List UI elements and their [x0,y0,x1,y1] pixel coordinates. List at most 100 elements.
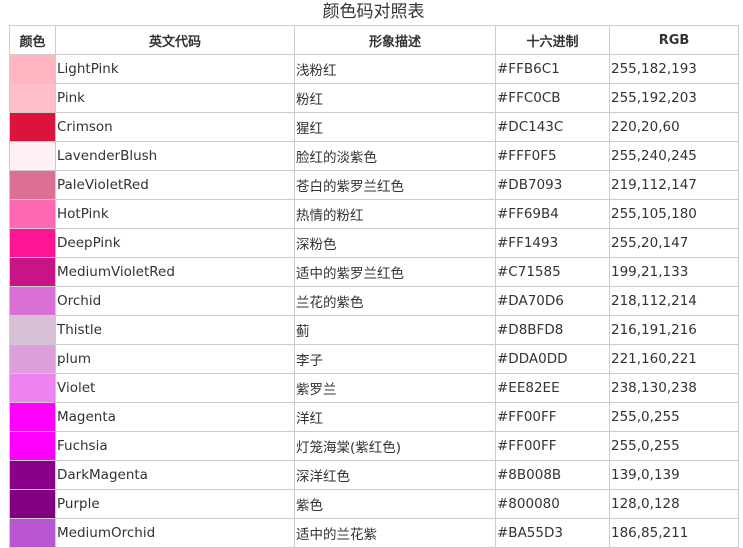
color-description: 猩红 [294,112,496,142]
table-row: Pink 粉红 #FFC0CB 255,192,203 [9,83,739,113]
table-row: DeepPink 深粉色 #FF1493 255,20,147 [9,228,739,258]
header-desc: 形象描述 [294,25,496,55]
color-swatch [9,402,56,432]
color-swatch [9,489,56,519]
rgb-value: 255,182,193 [609,54,739,84]
rgb-value: 255,192,203 [609,83,739,113]
color-swatch [9,518,56,548]
hex-code: #DB7093 [495,170,610,200]
color-swatch [9,431,56,461]
color-description: 兰花的紫色 [294,286,496,316]
rgb-value: 128,0,128 [609,489,739,519]
color-swatch [9,54,56,84]
color-name: Purple [55,489,295,519]
hex-code: #EE82EE [495,373,610,403]
color-name: Thistle [55,315,295,345]
color-swatch [9,170,56,200]
table-row: plum 李子 #DDA0DD 221,160,221 [9,344,739,374]
hex-code: #C71585 [495,257,610,287]
hex-code: #DA70D6 [495,286,610,316]
table-row: Purple 紫色 #800080 128,0,128 [9,489,739,519]
color-swatch [9,344,56,374]
rgb-value: 219,112,147 [609,170,739,200]
table-row: Thistle 蓟 #D8BFD8 216,191,216 [9,315,739,345]
hex-code: #D8BFD8 [495,315,610,345]
table-row: Violet 紫罗兰 #EE82EE 238,130,238 [9,373,739,403]
color-name: DarkMagenta [55,460,295,490]
color-swatch [9,460,56,490]
color-swatch [9,112,56,142]
table-row: MediumOrchid 适中的兰花紫 #BA55D3 186,85,211 [9,518,739,548]
color-description: 紫色 [294,489,496,519]
color-name: HotPink [55,199,295,229]
rgb-value: 255,0,255 [609,402,739,432]
rgb-value: 238,130,238 [609,373,739,403]
color-name: plum [55,344,295,374]
rgb-value: 255,0,255 [609,431,739,461]
color-description: 蓟 [294,315,496,345]
table-row: Crimson 猩红 #DC143C 220,20,60 [9,112,739,142]
rgb-value: 220,20,60 [609,112,739,142]
color-swatch [9,257,56,287]
header-name: 英文代码 [55,25,295,55]
hex-code: #DDA0DD [495,344,610,374]
table-row: PaleVioletRed 苍白的紫罗兰红色 #DB7093 219,112,147 [9,170,739,200]
color-description: 洋红 [294,402,496,432]
color-description: 脸红的淡紫色 [294,141,496,171]
rgb-value: 139,0,139 [609,460,739,490]
table-row: HotPink 热情的粉红 #FF69B4 255,105,180 [9,199,739,229]
color-swatch [9,141,56,171]
color-name: PaleVioletRed [55,170,295,200]
hex-code: #FF00FF [495,402,610,432]
color-name: Fuchsia [55,431,295,461]
color-name: LightPink [55,54,295,84]
color-swatch [9,373,56,403]
color-name: Crimson [55,112,295,142]
color-description: 热情的粉红 [294,199,496,229]
hex-code: #FF69B4 [495,199,610,229]
color-swatch [9,286,56,316]
color-description: 浅粉红 [294,54,496,84]
hex-code: #8B008B [495,460,610,490]
color-name: Pink [55,83,295,113]
rgb-value: 255,240,245 [609,141,739,171]
table-row: DarkMagenta 深洋红色 #8B008B 139,0,139 [9,460,739,490]
color-name: MediumOrchid [55,518,295,548]
hex-code: #BA55D3 [495,518,610,548]
rgb-value: 216,191,216 [609,315,739,345]
color-description: 深粉色 [294,228,496,258]
color-description: 苍白的紫罗兰红色 [294,170,496,200]
color-swatch [9,228,56,258]
hex-code: #FFB6C1 [495,54,610,84]
rgb-value: 199,21,133 [609,257,739,287]
header-rgb: RGB [609,25,739,55]
header-row: 颜色 英文代码 形象描述 十六进制 RGB [9,25,739,55]
table-row: LavenderBlush 脸红的淡紫色 #FFF0F5 255,240,245 [9,141,739,171]
color-swatch [9,199,56,229]
color-name: Violet [55,373,295,403]
rgb-value: 186,85,211 [609,518,739,548]
rgb-value: 255,20,147 [609,228,739,258]
color-description: 适中的紫罗兰红色 [294,257,496,287]
header-hex: 十六进制 [495,25,610,55]
color-name: DeepPink [55,228,295,258]
color-description: 粉红 [294,83,496,113]
hex-code: #FFF0F5 [495,141,610,171]
table-row: Magenta 洋红 #FF00FF 255,0,255 [9,402,739,432]
rgb-value: 221,160,221 [609,344,739,374]
color-description: 深洋红色 [294,460,496,490]
hex-code: #FF00FF [495,431,610,461]
table-row: MediumVioletRed 适中的紫罗兰红色 #C71585 199,21,133 [9,257,739,287]
color-name: Magenta [55,402,295,432]
color-table: 颜色 英文代码 形象描述 十六进制 RGB LightPink 浅粉红 #FFB6C… [9,25,739,548]
color-swatch [9,315,56,345]
hex-code: #DC143C [495,112,610,142]
color-description: 灯笼海棠(紫红色) [294,431,496,461]
hex-code: #FF1493 [495,228,610,258]
color-swatch [9,83,56,113]
color-name: Orchid [55,286,295,316]
header-color: 颜色 [9,25,56,55]
color-description: 适中的兰花紫 [294,518,496,548]
page-title: 颜色码对照表 [322,2,425,22]
hex-code: #FFC0CB [495,83,610,113]
